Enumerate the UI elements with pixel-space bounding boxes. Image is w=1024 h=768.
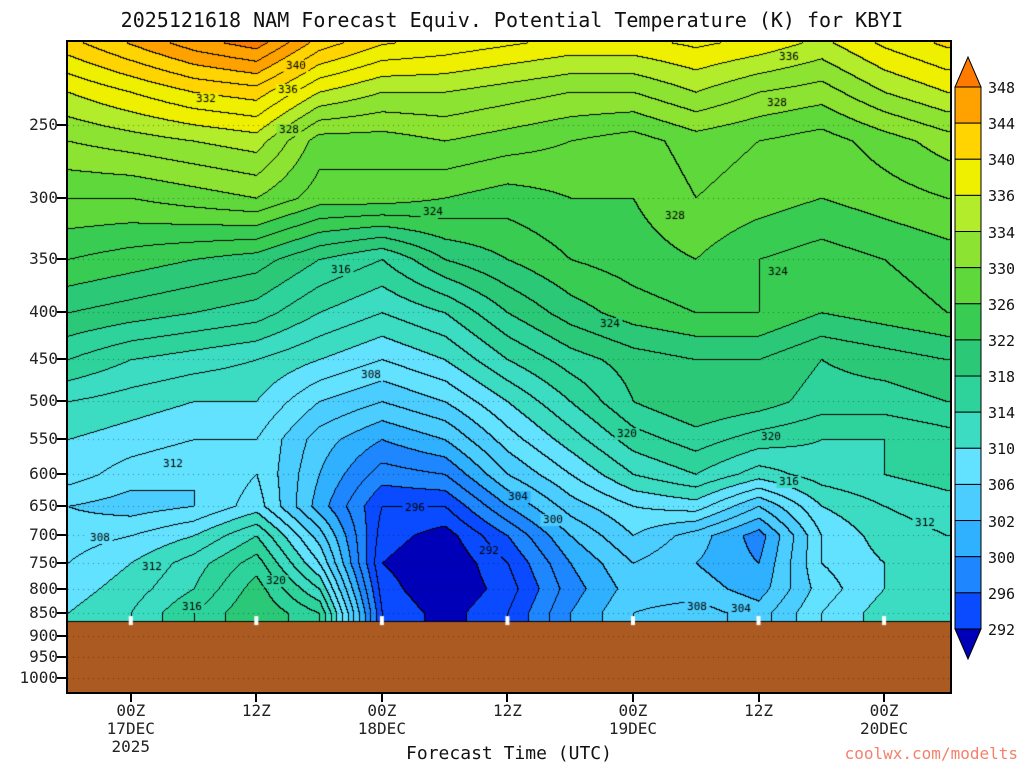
colorbar-tick-label: 330 [988, 259, 1016, 278]
colorbar-segment [954, 231, 982, 269]
y-axis-tick-label: 750 [29, 552, 58, 572]
colorbar-segment [954, 303, 982, 341]
colorbar-segment [954, 122, 982, 160]
x-axis-tick-label: 17DEC [106, 719, 155, 738]
colorbar [954, 55, 982, 661]
y-axis-tick-label: 1000 [19, 667, 58, 687]
colorbar-arrow-top [954, 55, 982, 88]
colorbar-tick-label: 302 [988, 512, 1016, 531]
x-axis-tick-mark [380, 694, 383, 702]
y-axis-tick-label: 850 [29, 602, 58, 622]
x-axis-tick-label: 00Z [116, 701, 146, 720]
colorbar-segment [954, 592, 982, 630]
colorbar-tick-label: 334 [988, 223, 1016, 242]
y-axis-tick-label: 650 [29, 495, 58, 515]
y-axis-tick-label: 950 [29, 647, 58, 667]
y-axis-tick-mark [57, 196, 66, 199]
y-axis-tick-mark [57, 438, 66, 441]
y-axis-tick-label: 550 [29, 429, 58, 449]
colorbar-tick-label: 340 [988, 151, 1016, 170]
x-axis-tick-label: 20DEC [859, 719, 909, 738]
x-axis-title: Forecast Time (UTC) [406, 743, 612, 764]
y-axis-tick-mark [57, 634, 66, 637]
colorbar-tick-label: 310 [988, 440, 1016, 459]
colorbar-tick-label: 314 [988, 404, 1016, 423]
y-axis-tick-label: 300 [29, 187, 58, 207]
y-axis-tick-label: 600 [29, 463, 58, 483]
y-axis-tick-mark [57, 656, 66, 659]
x-axis-tick-mark [883, 694, 886, 702]
colorbar-tick-label: 292 [988, 620, 1016, 639]
y-axis-tick-label: 700 [29, 525, 58, 545]
colorbar-segment [954, 86, 982, 124]
y-axis-tick-label: 900 [29, 625, 58, 645]
x-axis-tick-mark [506, 694, 509, 702]
x-axis-tick-label: 00Z [367, 701, 397, 720]
y-axis-tick-label: 250 [29, 115, 58, 134]
y-axis-tick-mark [57, 258, 66, 261]
x-axis-tick-mark [255, 694, 258, 702]
y-axis-tick-mark [57, 561, 66, 564]
y-axis-tick-label: 400 [29, 302, 58, 322]
chart-title: 2025121618 NAM Forecast Equiv. Potential… [120, 8, 904, 32]
colorbar-tick-label: 318 [988, 368, 1016, 387]
x-axis-tick-label: 00Z [869, 701, 899, 720]
colorbar-segment [954, 375, 982, 413]
colorbar-segment [954, 194, 982, 233]
colorbar-tick-label: 336 [988, 187, 1016, 206]
colorbar-tick-label: 322 [988, 331, 1016, 350]
x-axis-tick-label: 2025 [111, 737, 151, 756]
x-axis-tick-mark [631, 694, 634, 702]
colorbar-tick-label: 326 [988, 295, 1016, 314]
x-axis-tick-label: 12Z [744, 701, 773, 720]
y-axis-tick-label: 450 [29, 349, 58, 369]
y-axis-tick-mark [57, 611, 66, 614]
colorbar-tick-label: 296 [988, 584, 1016, 603]
colorbar-segment [954, 520, 982, 558]
y-axis-tick-label: 800 [29, 578, 58, 598]
colorbar-segment [954, 158, 982, 196]
x-axis-tick-label: 18DEC [357, 719, 406, 738]
theta-e-field [68, 42, 950, 692]
colorbar-segment [954, 483, 982, 522]
colorbar-tick-label: 348 [988, 79, 1016, 97]
x-axis-tick-label: 12Z [241, 701, 271, 720]
x-axis-tick-mark [757, 694, 760, 702]
y-axis-tick-label: 350 [29, 249, 58, 269]
colorbar-segment [954, 556, 982, 594]
y-axis-tick-label: 500 [29, 391, 58, 411]
watermark: coolwx.com/modelts [844, 744, 1018, 763]
x-axis-tick-label: 12Z [492, 701, 522, 720]
y-axis-tick-mark [57, 400, 66, 403]
colorbar-segment [954, 411, 982, 449]
y-axis-tick-mark [57, 587, 66, 590]
y-axis-tick-mark [57, 311, 66, 314]
colorbar-arrow-bottom [954, 628, 982, 661]
x-axis-tick-label: 19DEC [608, 719, 658, 738]
colorbar-segment [954, 339, 982, 377]
y-axis-tick-mark [57, 124, 66, 126]
y-axis-tick-mark [57, 472, 66, 475]
colorbar-tick-label: 300 [988, 548, 1016, 567]
colorbar-segment [954, 447, 982, 485]
colorbar-tick-label: 344 [988, 115, 1016, 134]
y-axis-tick-mark [57, 676, 66, 679]
colorbar-segment [954, 267, 982, 305]
x-axis-tick-mark [129, 694, 132, 702]
colorbar-tick-label: 306 [988, 476, 1016, 495]
y-axis-tick-mark [57, 534, 66, 537]
x-axis-tick-label: 00Z [618, 701, 648, 720]
y-axis-tick-mark [57, 358, 66, 361]
y-axis-tick-mark [57, 504, 66, 507]
